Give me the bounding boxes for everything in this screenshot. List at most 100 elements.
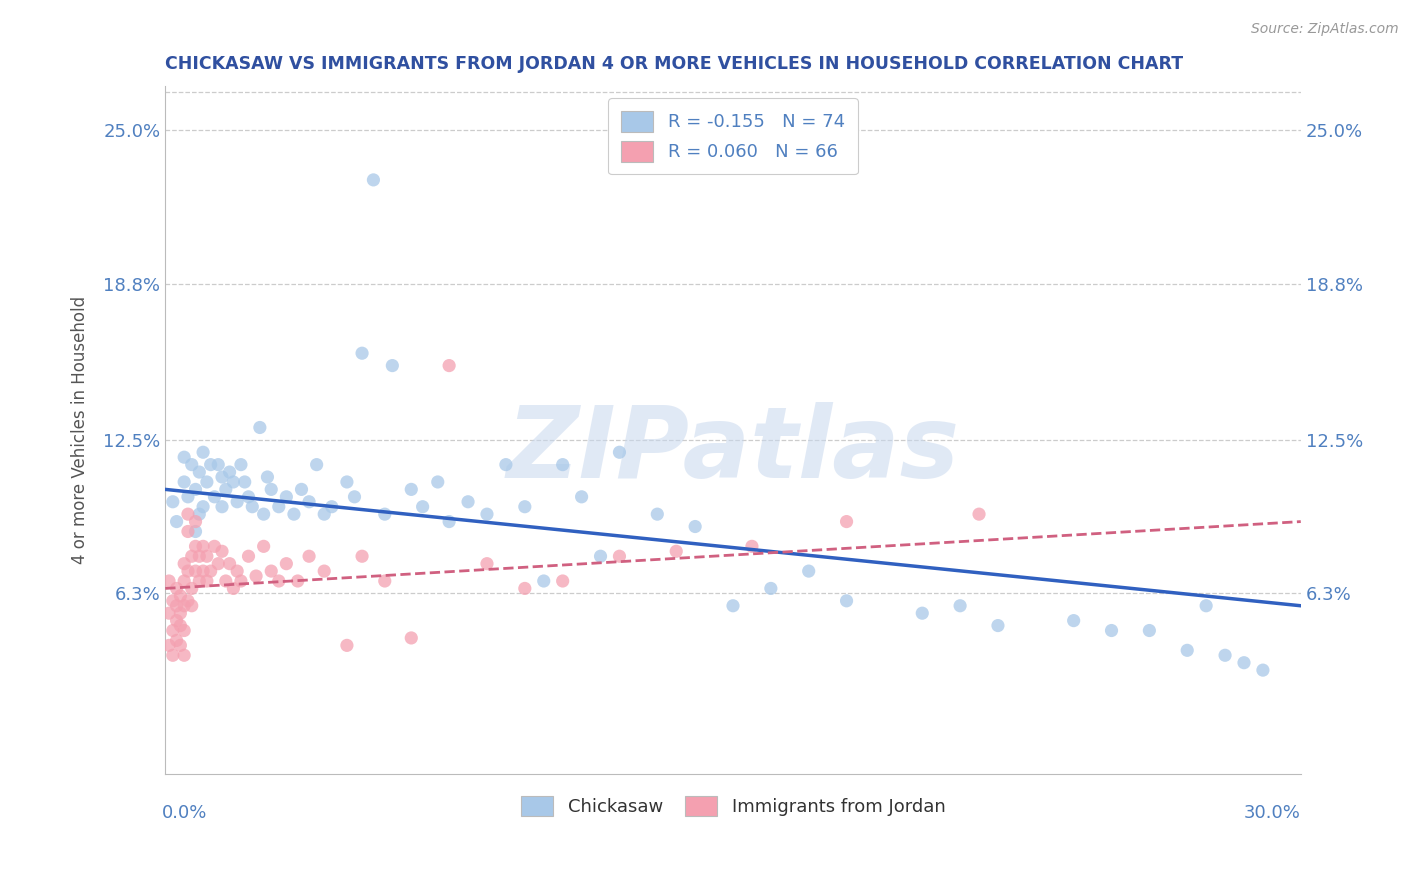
Point [211, 470, 233, 484]
Point [987, 618, 1010, 632]
Point [180, 549, 202, 564]
Point [229, 574, 252, 588]
Point [200, 564, 222, 578]
Point [645, 507, 668, 521]
Point [166, 599, 188, 613]
Point [173, 624, 195, 638]
Point [495, 458, 517, 472]
Point [609, 549, 631, 564]
Point [157, 639, 180, 653]
Point [314, 507, 336, 521]
Legend: Chickasaw, Immigrants from Jordan: Chickasaw, Immigrants from Jordan [513, 789, 952, 823]
Point [166, 515, 188, 529]
Point [177, 564, 200, 578]
Point [238, 549, 260, 564]
Point [173, 648, 195, 663]
Point [226, 495, 249, 509]
Point [218, 557, 240, 571]
Point [276, 490, 298, 504]
Point [1137, 624, 1160, 638]
Point [298, 549, 321, 564]
Point [204, 539, 226, 553]
Point [967, 507, 990, 521]
Point [195, 574, 218, 588]
Point [211, 500, 233, 514]
Point [166, 582, 188, 596]
Point [1251, 663, 1274, 677]
Point [184, 564, 207, 578]
Point [475, 557, 498, 571]
Point [1213, 648, 1236, 663]
Point [437, 515, 460, 529]
Point [215, 574, 238, 588]
Point [207, 557, 229, 571]
Point [475, 507, 498, 521]
Point [551, 458, 574, 472]
Point [238, 490, 260, 504]
Point [835, 594, 858, 608]
Point [226, 564, 249, 578]
Point [741, 539, 763, 553]
Point [162, 495, 184, 509]
Point [166, 633, 188, 648]
Point [173, 475, 195, 489]
Text: CHICKASAW VS IMMIGRANTS FROM JORDAN 4 OR MORE VEHICLES IN HOUSEHOLD CORRELATION : CHICKASAW VS IMMIGRANTS FROM JORDAN 4 OR… [166, 55, 1184, 73]
Point [249, 420, 271, 434]
Point [177, 507, 200, 521]
Point [457, 495, 479, 509]
Point [191, 445, 214, 459]
Point [177, 490, 200, 504]
Point [173, 574, 195, 588]
Point [721, 599, 744, 613]
Point [173, 599, 195, 613]
Point [336, 639, 359, 653]
Point [336, 475, 359, 489]
Point [240, 500, 263, 514]
Point [1101, 624, 1123, 638]
Point [513, 582, 536, 596]
Point [949, 599, 972, 613]
Point [207, 458, 229, 472]
Point [191, 539, 214, 553]
Point [797, 564, 820, 578]
Point [253, 539, 276, 553]
Text: 30.0%: 30.0% [1244, 804, 1301, 822]
Point [253, 507, 276, 521]
Point [200, 458, 222, 472]
Point [298, 495, 321, 509]
Y-axis label: 4 or more Vehicles in Household: 4 or more Vehicles in Household [72, 296, 89, 564]
Point [188, 574, 211, 588]
Point [260, 483, 283, 497]
Point [188, 465, 211, 479]
Point [162, 648, 184, 663]
Point [195, 475, 218, 489]
Point [169, 639, 191, 653]
Point [180, 599, 202, 613]
Point [533, 574, 555, 588]
Point [513, 500, 536, 514]
Point [191, 564, 214, 578]
Point [352, 549, 374, 564]
Point [184, 515, 207, 529]
Point [188, 549, 211, 564]
Point [1233, 656, 1256, 670]
Point [260, 564, 283, 578]
Point [166, 614, 188, 628]
Point [911, 606, 934, 620]
Point [157, 606, 180, 620]
Point [287, 574, 309, 588]
Text: Source: ZipAtlas.com: Source: ZipAtlas.com [1251, 22, 1399, 37]
Point [256, 470, 278, 484]
Point [191, 500, 214, 514]
Point [222, 475, 245, 489]
Point [1063, 614, 1085, 628]
Point [180, 582, 202, 596]
Point [195, 549, 218, 564]
Point [169, 606, 191, 620]
Point [314, 564, 336, 578]
Point [276, 557, 298, 571]
Point [401, 631, 423, 645]
Point [162, 594, 184, 608]
Point [211, 544, 233, 558]
Point [173, 450, 195, 465]
